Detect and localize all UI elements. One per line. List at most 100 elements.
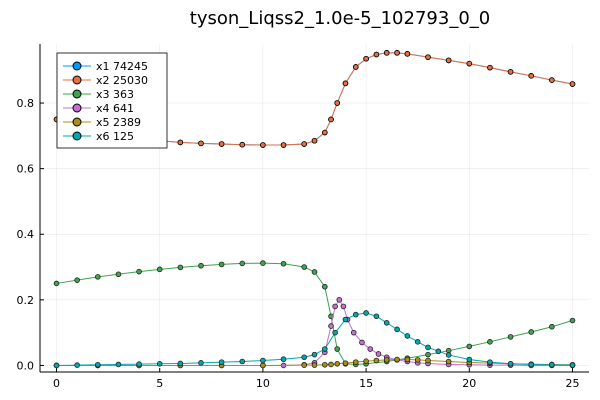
series-3 bbox=[53, 260, 576, 368]
data-point bbox=[328, 116, 334, 123]
data-point bbox=[352, 64, 359, 70]
legend-marker bbox=[72, 89, 82, 99]
data-point bbox=[156, 266, 163, 273]
data-point bbox=[363, 358, 369, 364]
data-point bbox=[359, 339, 365, 346]
data-point bbox=[301, 141, 307, 147]
axes bbox=[39, 44, 589, 373]
data-point bbox=[528, 73, 535, 79]
data-point bbox=[445, 57, 452, 64]
data-point bbox=[569, 362, 576, 368]
data-point bbox=[311, 351, 318, 358]
y-tick-label: 0.8 bbox=[17, 97, 35, 110]
data-point bbox=[425, 357, 431, 364]
x-tick-label: 0 bbox=[53, 377, 60, 390]
data-point bbox=[94, 274, 101, 280]
data-point bbox=[425, 344, 431, 351]
data-point bbox=[198, 262, 204, 269]
legend-label: x4 641 bbox=[96, 102, 134, 115]
data-point bbox=[53, 280, 60, 287]
data-point bbox=[569, 317, 576, 324]
data-point bbox=[549, 361, 555, 368]
data-point bbox=[301, 362, 307, 368]
data-point bbox=[404, 51, 411, 57]
data-point bbox=[383, 357, 390, 363]
data-point bbox=[394, 356, 400, 363]
data-point bbox=[280, 356, 287, 363]
data-point bbox=[280, 142, 287, 148]
y-tick-label: 0.2 bbox=[17, 294, 35, 307]
data-point bbox=[363, 55, 369, 62]
data-point bbox=[342, 360, 349, 366]
data-point bbox=[549, 77, 555, 83]
data-point bbox=[156, 360, 163, 367]
data-point bbox=[373, 357, 380, 364]
legend-label: x2 25030 bbox=[96, 74, 148, 87]
data-point bbox=[334, 360, 341, 367]
data-point bbox=[328, 361, 334, 368]
legend-marker bbox=[72, 61, 82, 71]
data-point bbox=[404, 356, 411, 363]
chart-title: tyson_Liqss2_1.0e-5_102793_0_0 bbox=[190, 8, 490, 29]
data-point bbox=[375, 351, 382, 357]
data-point bbox=[487, 64, 493, 71]
data-point bbox=[367, 346, 374, 352]
x-tick-label: 5 bbox=[156, 377, 163, 390]
y-tick-label: 0.4 bbox=[17, 228, 35, 241]
data-point bbox=[332, 329, 338, 336]
data-point bbox=[487, 339, 493, 345]
data-point bbox=[311, 362, 318, 368]
data-point bbox=[528, 361, 535, 368]
data-point bbox=[136, 268, 142, 275]
x-tick-label: 15 bbox=[359, 377, 373, 390]
data-point bbox=[260, 357, 266, 364]
series-line bbox=[56, 262, 573, 365]
data-point bbox=[373, 51, 380, 58]
data-point bbox=[507, 69, 514, 75]
data-point bbox=[311, 137, 318, 144]
data-point bbox=[260, 362, 266, 369]
data-point bbox=[383, 319, 390, 326]
legend-marker bbox=[72, 103, 82, 113]
data-point bbox=[342, 316, 349, 323]
data-point bbox=[363, 310, 369, 316]
data-point bbox=[322, 283, 328, 290]
data-point bbox=[94, 361, 101, 368]
series bbox=[53, 50, 576, 369]
legend-label: x3 363 bbox=[96, 88, 134, 101]
data-point bbox=[322, 361, 328, 368]
data-point bbox=[322, 129, 328, 136]
data-point bbox=[336, 297, 343, 303]
data-point bbox=[301, 354, 307, 361]
y-tick-label: 0.0 bbox=[17, 359, 35, 372]
data-point bbox=[218, 141, 225, 147]
series-6 bbox=[53, 310, 576, 369]
data-point bbox=[394, 326, 400, 333]
x-tick-label: 20 bbox=[462, 377, 476, 390]
data-point bbox=[198, 360, 204, 366]
data-point bbox=[350, 329, 357, 336]
legend-marker bbox=[72, 117, 82, 127]
data-point bbox=[466, 343, 473, 350]
data-point bbox=[328, 323, 334, 329]
data-point bbox=[445, 358, 452, 365]
data-point bbox=[115, 271, 122, 278]
data-point bbox=[218, 359, 225, 365]
data-point bbox=[435, 348, 442, 355]
data-point bbox=[487, 359, 493, 365]
data-point bbox=[260, 142, 266, 148]
data-point bbox=[414, 339, 421, 345]
data-point bbox=[383, 50, 390, 56]
legend-label: x6 125 bbox=[96, 130, 134, 143]
data-point bbox=[301, 264, 307, 270]
data-point bbox=[425, 54, 431, 60]
data-point bbox=[507, 334, 514, 340]
data-point bbox=[507, 360, 514, 367]
data-point bbox=[334, 346, 341, 352]
legend-label: x1 74245 bbox=[96, 60, 148, 73]
data-point bbox=[352, 311, 359, 318]
data-point bbox=[53, 362, 60, 369]
legend-marker bbox=[72, 75, 82, 85]
